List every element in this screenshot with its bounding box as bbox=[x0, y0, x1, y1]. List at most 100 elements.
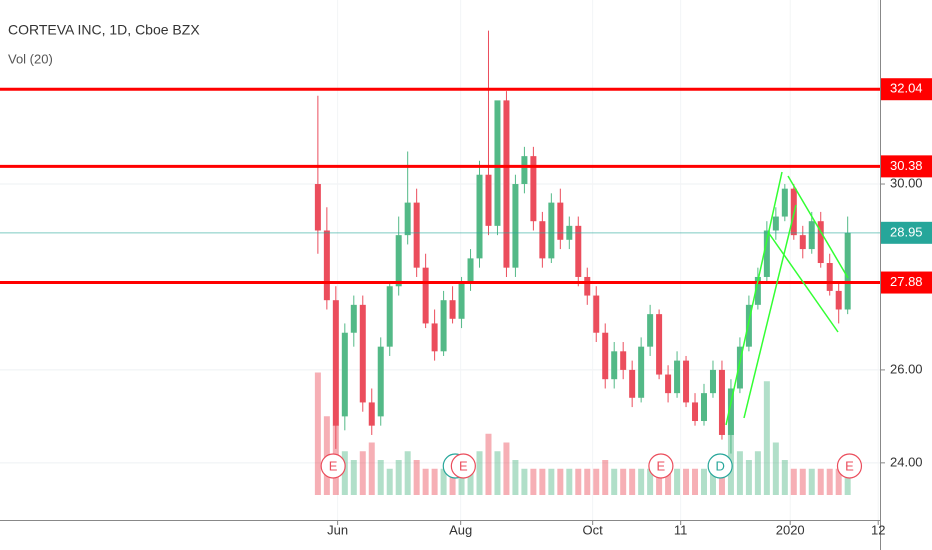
event-marker bbox=[836, 453, 863, 479]
volume-bar bbox=[674, 468, 681, 495]
volume-bar bbox=[368, 442, 375, 495]
volume-bar bbox=[395, 460, 402, 495]
y-tick-label: 30.00 bbox=[890, 175, 923, 190]
volume-bar bbox=[359, 451, 366, 495]
candle-body bbox=[772, 216, 779, 231]
volume-bar bbox=[683, 468, 690, 495]
candle-body bbox=[611, 351, 618, 380]
price-label-box bbox=[881, 78, 932, 101]
candle-body bbox=[521, 156, 528, 185]
candle-body bbox=[674, 360, 681, 394]
x-tick-label: Jun bbox=[327, 522, 348, 537]
candle-body bbox=[386, 286, 393, 347]
volume-bar bbox=[808, 468, 815, 495]
candle-body bbox=[485, 174, 492, 226]
candle-body bbox=[548, 202, 555, 259]
candle-body bbox=[503, 100, 510, 268]
x-tick-label: Oct bbox=[583, 522, 604, 537]
volume-bar bbox=[790, 468, 797, 495]
candle-body bbox=[808, 221, 815, 250]
event-label: E bbox=[329, 458, 338, 473]
x-tick-label: Aug bbox=[449, 522, 472, 537]
volume-bar bbox=[817, 468, 824, 495]
volume-bar bbox=[377, 460, 384, 495]
candle-body bbox=[377, 346, 384, 417]
candle-body bbox=[539, 221, 546, 259]
candle-body bbox=[449, 300, 456, 319]
volume-bar bbox=[709, 468, 716, 495]
volume-bar bbox=[665, 468, 672, 495]
volume-bar bbox=[701, 468, 707, 495]
volume-bar bbox=[548, 468, 555, 495]
candle-body bbox=[494, 100, 501, 226]
volume-bar bbox=[539, 468, 546, 495]
price-label: 28.95 bbox=[890, 224, 923, 239]
candle-body bbox=[350, 304, 357, 333]
price-label-box bbox=[881, 221, 932, 244]
candle-body bbox=[440, 300, 447, 352]
candle-body bbox=[745, 304, 752, 347]
volume-bar bbox=[503, 442, 510, 495]
candle-body bbox=[359, 304, 366, 403]
volume-bar bbox=[763, 381, 770, 495]
candle-body bbox=[620, 351, 627, 370]
event-label: E bbox=[657, 458, 666, 473]
candle-body bbox=[709, 369, 716, 394]
candle-body bbox=[314, 184, 321, 231]
volume-bar bbox=[512, 460, 519, 495]
volume-bar bbox=[431, 468, 438, 495]
volume-bar bbox=[835, 468, 842, 495]
candle-body bbox=[656, 314, 663, 375]
volume-bar bbox=[692, 468, 699, 495]
candle-body bbox=[467, 258, 474, 282]
x-tick-label: 2020 bbox=[776, 522, 805, 537]
candle-body bbox=[844, 232, 851, 310]
price-label: 27.88 bbox=[890, 274, 923, 289]
volume-bar bbox=[314, 372, 321, 495]
volume-bar bbox=[557, 468, 564, 495]
candle-body bbox=[718, 369, 725, 435]
volume-bar bbox=[494, 451, 501, 495]
event-label: D bbox=[715, 458, 724, 473]
candle-body bbox=[692, 402, 699, 422]
event-marker bbox=[450, 453, 476, 479]
x-tick-label: 12 bbox=[871, 522, 885, 537]
volume-bar bbox=[476, 451, 483, 495]
candle-body bbox=[701, 393, 707, 422]
volume-bar bbox=[826, 468, 833, 495]
volume-bar bbox=[629, 468, 636, 495]
volume-bar bbox=[799, 468, 806, 495]
candle-body bbox=[602, 332, 609, 380]
candle-body bbox=[781, 188, 788, 217]
chart-title: CORTEVA INC, 1D, Cboe BZX bbox=[8, 22, 200, 38]
candle-body bbox=[638, 346, 645, 398]
volume-bar bbox=[584, 468, 591, 495]
volume-bar bbox=[754, 451, 761, 495]
price-label-box bbox=[881, 271, 932, 294]
candle-body bbox=[458, 281, 465, 319]
candle-body bbox=[341, 332, 348, 417]
price-label: 30.38 bbox=[890, 158, 923, 173]
volume-bar bbox=[593, 468, 600, 495]
candle-body bbox=[557, 202, 564, 240]
candle-body bbox=[575, 225, 582, 277]
volume-bar bbox=[745, 460, 752, 495]
candle-body bbox=[512, 184, 519, 268]
event-label: E bbox=[845, 458, 854, 473]
x-tick-label: 11 bbox=[674, 522, 688, 537]
trend-line bbox=[725, 171, 783, 426]
volume-bar bbox=[611, 468, 618, 495]
volume-bar bbox=[485, 433, 492, 495]
volume-bar bbox=[638, 468, 645, 495]
candle-body bbox=[799, 235, 806, 250]
candle-body bbox=[530, 156, 537, 222]
volume-bar bbox=[413, 460, 420, 495]
volume-bar bbox=[602, 460, 609, 495]
candle-body bbox=[763, 230, 770, 277]
volume-bar bbox=[467, 468, 474, 495]
volume-bar bbox=[781, 460, 788, 495]
candle-body bbox=[647, 314, 654, 347]
volume-bar bbox=[620, 468, 627, 495]
volume-bar bbox=[647, 468, 654, 495]
